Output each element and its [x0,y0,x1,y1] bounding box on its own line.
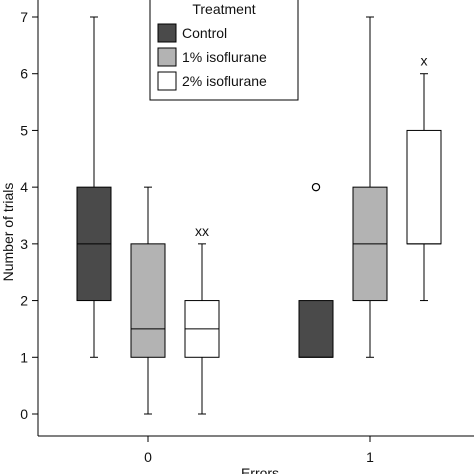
y-axis-title: Number of trials [0,183,16,282]
significance-annotation: xx [195,223,209,239]
iqr-box [130,243,166,358]
y-tick-label: 0 [20,406,28,422]
legend-swatch [157,23,177,43]
x-tick-label: 0 [144,449,152,465]
y-tick-label: 6 [20,66,28,82]
significance-annotation: x [421,53,428,69]
box-control-1 [298,182,334,358]
box-group: xxx [76,16,442,415]
outlier-point [311,182,321,192]
iqr-box [406,129,442,245]
legend: Treatment Control 1% isoflurane 2% isoflura… [149,0,299,101]
legend-entry: 1% isoflurane [182,49,267,65]
y-tick-label: 4 [20,179,28,195]
box-1-isoflurane-0 [130,186,166,415]
legend-swatch [157,47,177,67]
y-tick-label: 1 [20,349,28,365]
y-tick-label: 5 [20,122,28,138]
box-2-isoflurane-0: xx [184,223,220,415]
legend-entry: Control [182,25,227,41]
legend-entry: 2% isoflurane [182,73,267,89]
box-control-0 [76,16,112,358]
legend-title: Treatment [192,1,255,17]
iqr-box [298,300,334,358]
box-1-isoflurane-1 [352,16,388,358]
box-2-isoflurane-1: x [406,53,442,302]
y-tick-label: 2 [20,293,28,309]
x-axis-title: Errors [241,465,279,474]
y-tick-label: 7 [20,9,28,25]
x-tick-label: 1 [366,449,374,465]
y-tick-label: 3 [20,236,28,252]
plot-frame [37,0,474,437]
legend-swatch [157,71,177,91]
y-axis: 0 1 2 3 4 5 6 7 [20,9,38,422]
